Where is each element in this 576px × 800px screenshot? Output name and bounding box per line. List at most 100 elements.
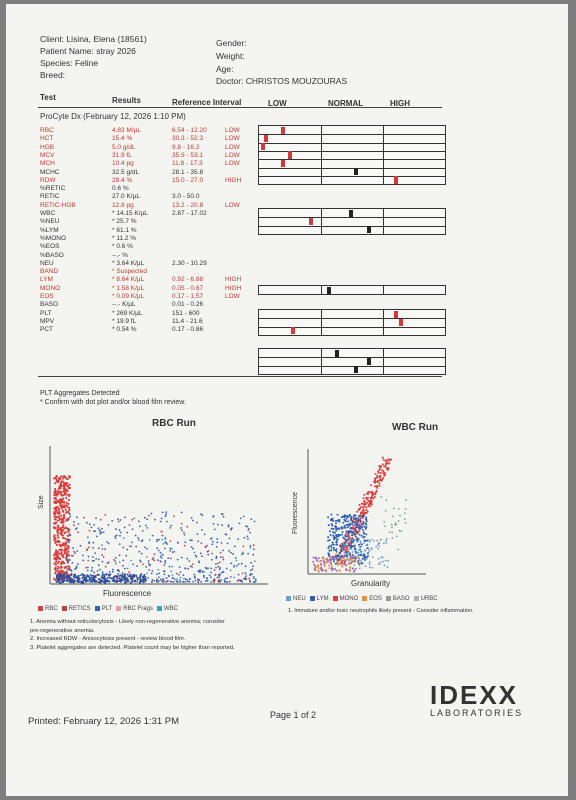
- scatter-dot: [137, 537, 139, 539]
- scatter-dot: [97, 564, 100, 567]
- scatter-dot: [60, 561, 63, 564]
- scatter-dot: [144, 579, 147, 582]
- legend-label: PLT: [101, 606, 113, 613]
- scatter-dot: [330, 527, 333, 530]
- scatter-dot: [86, 579, 89, 582]
- scatter-dot: [399, 514, 401, 517]
- scatter-dot: [72, 547, 74, 549]
- scatter-dot: [66, 505, 69, 508]
- scatter-dot: [395, 523, 397, 526]
- scatter-dot: [378, 545, 381, 547]
- range-marker: [281, 159, 285, 167]
- scatter-dot: [83, 574, 86, 577]
- scatter-dot: [335, 541, 338, 544]
- scatter-dot: [330, 562, 333, 565]
- range-bar-divider: [321, 349, 322, 374]
- scatter-dot: [359, 567, 361, 570]
- scatter-dot: [176, 541, 179, 544]
- scatter-dot: [114, 575, 117, 577]
- scatter-dot: [331, 567, 334, 570]
- scatter-dot: [105, 573, 108, 576]
- rbc-interp-line-4: 3. Platelet aggregates are detected. Pla…: [30, 644, 235, 651]
- scatter-dot: [347, 551, 350, 554]
- scatter-dot: [88, 523, 91, 526]
- scatter-dot: [328, 545, 331, 548]
- scatter-dot: [353, 544, 356, 547]
- scatter-dot: [55, 494, 58, 497]
- scatter-dot: [160, 530, 163, 533]
- scatter-dot: [145, 556, 148, 558]
- scatter-dot: [251, 573, 253, 576]
- scatter-dot: [55, 574, 58, 577]
- row-result: * 14.15 K/µL: [112, 210, 148, 217]
- scatter-dot: [133, 517, 136, 520]
- scatter-dot: [367, 552, 369, 555]
- scatter-dot: [347, 558, 349, 561]
- scatter-dot: [359, 541, 362, 544]
- scatter-dot: [89, 574, 92, 576]
- scatter-dot: [97, 558, 100, 561]
- scatter-dot: [145, 524, 147, 527]
- scatter-dot: [104, 565, 107, 568]
- scatter-dot: [164, 541, 167, 544]
- scatter-dot: [342, 543, 344, 545]
- scatter-dot: [218, 568, 221, 571]
- scatter-dot: [99, 518, 102, 521]
- scatter-dot: [363, 525, 366, 528]
- scatter-dot: [53, 538, 56, 542]
- scatter-dot: [340, 526, 343, 529]
- scatter-dot: [376, 480, 379, 483]
- scatter-dot: [107, 573, 110, 576]
- scatter-dot: [362, 529, 365, 532]
- scatter-dot: [92, 574, 94, 577]
- scatter-dot: [54, 569, 57, 572]
- scatter-dot: [56, 567, 59, 570]
- scatter-dot: [132, 573, 135, 576]
- scatter-dot: [363, 542, 365, 544]
- scatter-dot: [106, 541, 108, 543]
- scatter-dot: [146, 547, 148, 550]
- scatter-dot: [394, 522, 397, 524]
- scatter-dot: [317, 557, 320, 560]
- scatter-dot: [115, 534, 118, 537]
- scatter-dot: [338, 520, 341, 523]
- scatter-dot: [183, 544, 186, 547]
- scatter-dot: [88, 542, 91, 545]
- scatter-dot: [123, 526, 126, 529]
- range-marker: [354, 168, 358, 176]
- range-marker: [367, 226, 371, 234]
- scatter-dot: [312, 560, 315, 563]
- scatter-dot: [358, 503, 361, 506]
- scatter-dot: [336, 513, 339, 516]
- scatter-dot: [354, 529, 357, 532]
- scatter-dot: [162, 542, 165, 545]
- scatter-dot: [225, 581, 227, 583]
- scatter-dot: [170, 557, 172, 560]
- scatter-dot: [189, 565, 192, 568]
- row-result: 31.9 fL: [112, 151, 132, 159]
- scatter-dot: [161, 511, 164, 514]
- scatter-dot: [171, 574, 174, 576]
- scatter-dot: [335, 569, 338, 572]
- scatter-dot: [398, 529, 401, 532]
- scatter-dot: [397, 548, 399, 551]
- scatter-dot: [64, 508, 67, 511]
- scatter-dot: [62, 510, 65, 513]
- row-test: HGB: [40, 143, 55, 151]
- scatter-dot: [207, 553, 210, 556]
- scatter-dot: [181, 529, 183, 532]
- scatter-dot: [357, 549, 360, 551]
- col-high: HIGH: [390, 99, 410, 108]
- scatter-dot: [180, 522, 183, 525]
- scatter-dot: [61, 526, 64, 529]
- scatter-dot: [374, 481, 377, 484]
- scatter-dot: [367, 505, 370, 508]
- scatter-dot: [232, 553, 234, 555]
- scatter-dot: [387, 462, 390, 465]
- scatter-dot: [213, 528, 216, 531]
- row-result: * 3.64 K/µL: [112, 259, 145, 267]
- breed-field: Breed:: [40, 70, 66, 80]
- scatter-dot: [314, 566, 317, 569]
- scatter-dot: [354, 558, 356, 561]
- scatter-dot: [371, 566, 374, 569]
